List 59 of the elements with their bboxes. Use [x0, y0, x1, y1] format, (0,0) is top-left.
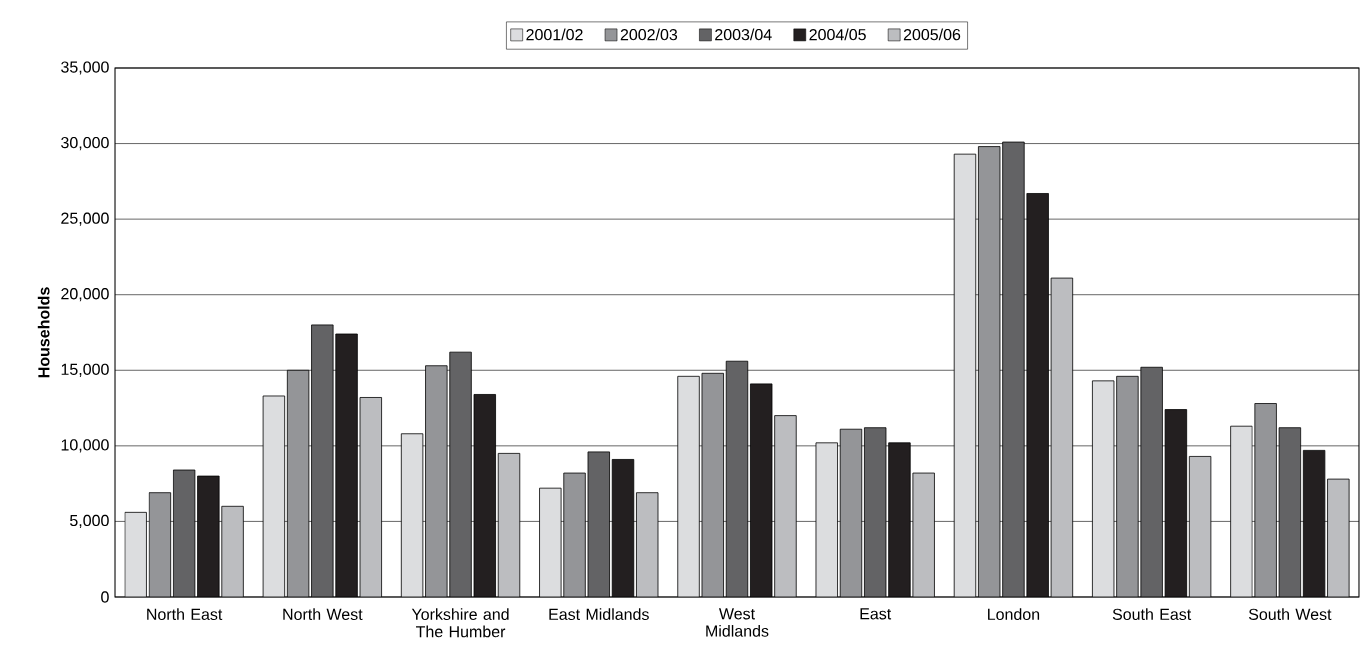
x-tick-label: West Midlands — [706, 608, 769, 637]
y-tick-label: 10,000 — [61, 439, 109, 453]
bar — [473, 394, 496, 597]
y-tick-label: 5,000 — [70, 514, 109, 529]
bar — [1116, 375, 1139, 597]
y-tick-label: 25,000 — [61, 212, 109, 226]
bar — [815, 442, 838, 597]
bar — [172, 469, 196, 597]
y-tick-label: 0 — [101, 591, 109, 603]
legend-label: 2001/02 — [526, 28, 583, 41]
y-tick-label: 35,000 — [61, 61, 109, 75]
bar — [1140, 366, 1163, 597]
x-tick-label: East Midlands — [549, 608, 649, 621]
x-tick-label: North East — [147, 608, 223, 621]
bar — [1278, 427, 1302, 597]
bar — [888, 442, 911, 597]
bar — [611, 459, 635, 597]
bar — [1164, 409, 1188, 597]
bar — [425, 365, 448, 597]
bar — [864, 427, 887, 597]
y-tick-label: 20,000 — [61, 288, 109, 302]
bar — [563, 472, 586, 597]
x-tick-label: North West — [283, 608, 363, 621]
y-tick-label: 30,000 — [61, 136, 109, 151]
x-tick-label: Yorkshire and The Humber — [411, 608, 509, 638]
bar — [839, 428, 863, 597]
bar — [587, 451, 610, 597]
bar — [1254, 403, 1277, 597]
legend-label: 2003/04 — [715, 28, 772, 41]
bar — [449, 351, 472, 597]
bar — [953, 153, 977, 597]
legend-label: 2002/03 — [620, 28, 678, 41]
bar — [335, 333, 358, 597]
bar — [1230, 425, 1253, 597]
legend-label: 2005/06 — [903, 28, 961, 41]
bar — [1026, 193, 1049, 597]
bar — [311, 324, 334, 597]
x-tick-label: London — [988, 608, 1040, 621]
y-axis-title: Households — [37, 287, 50, 378]
bar — [148, 492, 172, 597]
legend-label: 2004/05 — [809, 28, 866, 41]
bar — [750, 383, 772, 597]
bar — [124, 511, 147, 597]
bar — [286, 369, 310, 597]
bar — [701, 373, 724, 597]
bar — [677, 376, 700, 597]
bar — [400, 433, 424, 597]
y-tick-label: 15,000 — [61, 363, 109, 377]
bar — [726, 361, 748, 597]
bar — [539, 487, 562, 597]
bar — [197, 475, 220, 597]
x-tick-label: South East — [1112, 608, 1192, 621]
bar — [262, 395, 286, 597]
bar — [1302, 449, 1326, 597]
x-tick-label: East — [860, 608, 892, 620]
bar — [978, 146, 1001, 597]
bar — [1092, 380, 1115, 597]
bar — [1002, 141, 1025, 597]
x-tick-label: South West — [1248, 608, 1332, 621]
